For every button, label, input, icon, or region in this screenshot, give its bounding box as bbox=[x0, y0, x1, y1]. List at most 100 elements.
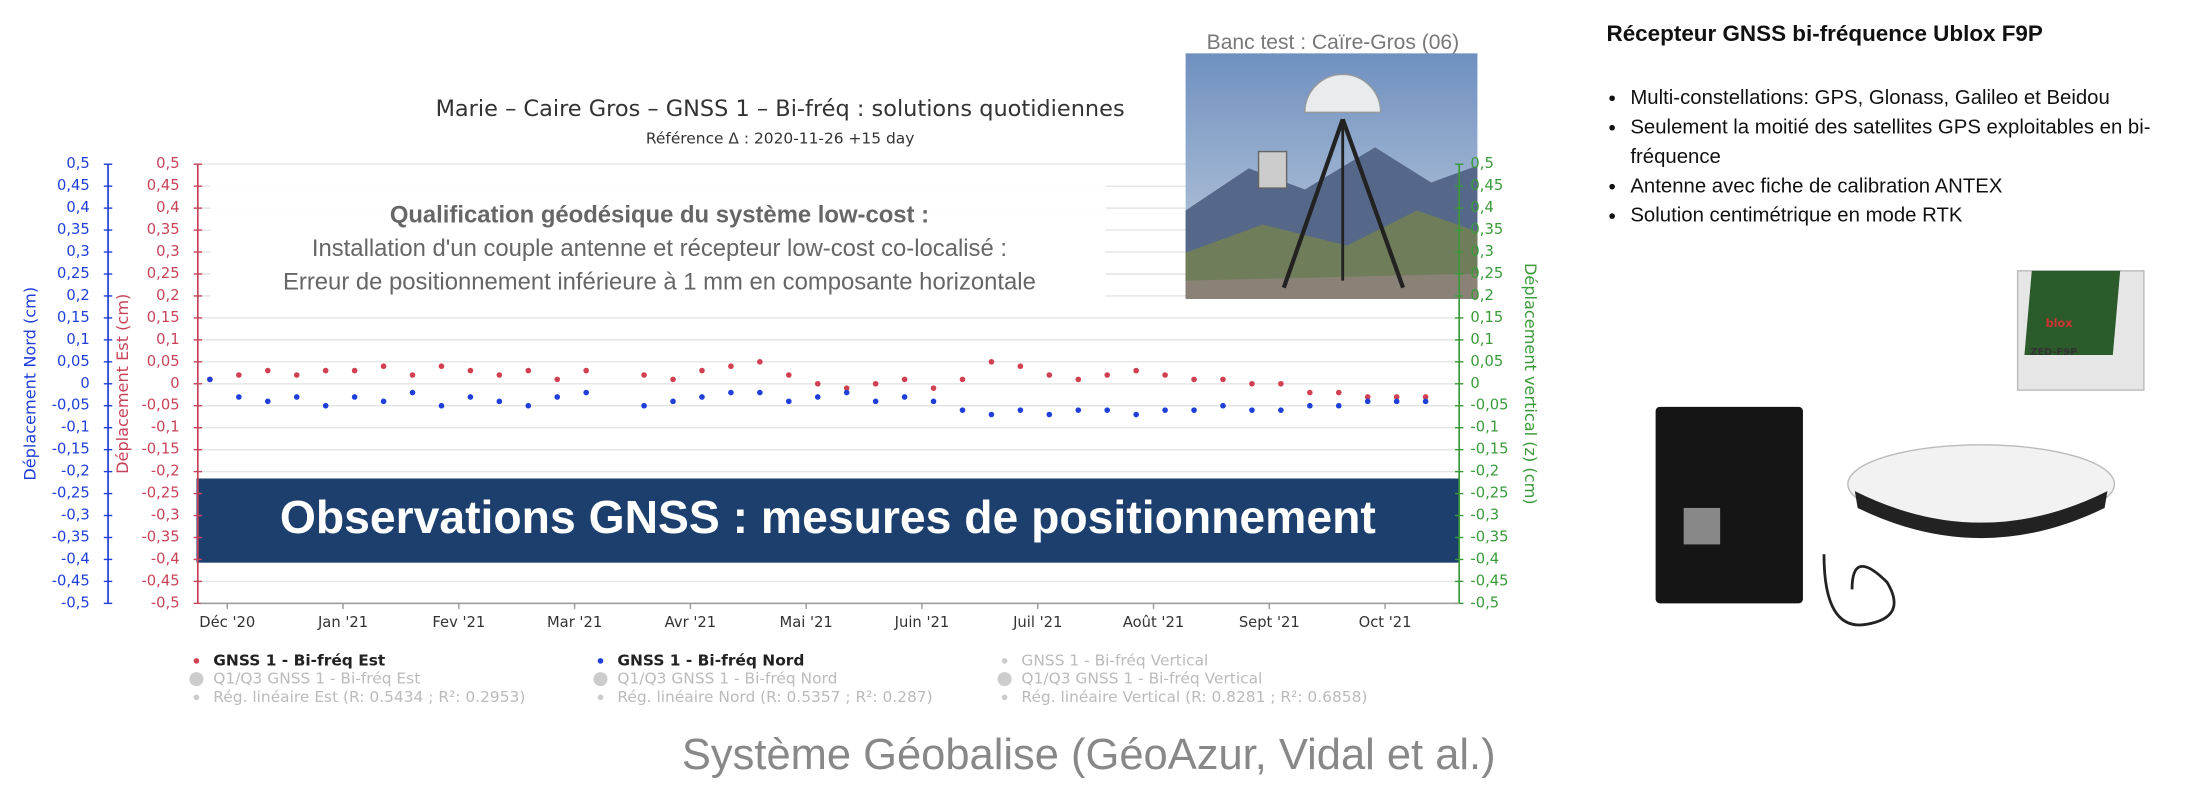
data-point bbox=[525, 403, 531, 409]
x-tick-label: Juin '21 bbox=[894, 614, 950, 631]
y-tick-label: -0,4 bbox=[61, 550, 90, 567]
y-tick-label: -0,05 bbox=[1470, 397, 1508, 414]
data-point bbox=[1133, 368, 1139, 374]
y-tick-label: 0,15 bbox=[147, 309, 180, 326]
data-point bbox=[352, 394, 358, 400]
data-point bbox=[1365, 399, 1371, 405]
y-tick-label: -0,35 bbox=[52, 528, 90, 545]
y-tick-label: 0,35 bbox=[147, 221, 180, 238]
legend-marker bbox=[598, 695, 604, 701]
data-point bbox=[960, 377, 966, 383]
data-point bbox=[410, 390, 416, 396]
annotation-line: Installation d'un couple antenne et réce… bbox=[312, 235, 1007, 262]
data-point bbox=[1047, 412, 1053, 418]
data-point bbox=[294, 394, 300, 400]
legend-label: Q1/Q3 GNSS 1 - Bi-fréq Est bbox=[213, 670, 420, 688]
y-tick-label: -0,25 bbox=[141, 485, 179, 502]
data-point bbox=[236, 372, 242, 378]
legend-label: GNSS 1 - Bi-fréq Est bbox=[213, 651, 386, 669]
y-tick-label: -0,1 bbox=[1470, 419, 1499, 436]
data-point bbox=[554, 377, 560, 383]
data-point bbox=[1075, 377, 1081, 383]
y-tick-label: 0,45 bbox=[1470, 177, 1503, 194]
data-point bbox=[1162, 372, 1168, 378]
photo bbox=[1186, 53, 1478, 299]
chip-brand: blox bbox=[2046, 317, 2074, 330]
data-point bbox=[844, 390, 850, 396]
data-point bbox=[931, 385, 937, 391]
y-tick-label: 0,1 bbox=[1470, 331, 1493, 348]
data-point bbox=[728, 363, 734, 369]
y-tick-label: -0,3 bbox=[151, 507, 180, 524]
data-point bbox=[1133, 412, 1139, 418]
x-tick-label: Août '21 bbox=[1123, 614, 1184, 631]
y-tick-label: 0 bbox=[170, 375, 179, 392]
data-point bbox=[1075, 407, 1081, 413]
y-tick-label: 0,25 bbox=[57, 265, 90, 282]
data-point bbox=[873, 381, 879, 387]
bullet-box: Multi-constellations: GPS, Glonass, Gali… bbox=[1599, 84, 2200, 252]
data-point bbox=[1018, 363, 1024, 369]
y-axis-title: Déplacement Nord (cm) bbox=[20, 287, 39, 481]
x-tick-label: Déc '20 bbox=[199, 614, 255, 631]
x-tick-label: Fev '21 bbox=[432, 614, 485, 631]
x-tick-label: Mar '21 bbox=[547, 614, 602, 631]
data-point bbox=[207, 377, 213, 383]
legend-marker bbox=[1002, 658, 1008, 664]
data-point bbox=[1307, 390, 1313, 396]
data-point bbox=[641, 372, 647, 378]
y-tick-label: -0,35 bbox=[141, 528, 179, 545]
y-tick-label: 0,5 bbox=[156, 155, 179, 172]
annotation-line: Qualification géodésique du système low-… bbox=[390, 201, 929, 228]
y-tick-label: 0,5 bbox=[66, 155, 89, 172]
data-point bbox=[410, 372, 416, 378]
data-point bbox=[497, 399, 503, 405]
data-point bbox=[1220, 403, 1226, 409]
x-tick-label: Mai '21 bbox=[780, 614, 833, 631]
legend-marker bbox=[598, 658, 604, 664]
data-point bbox=[497, 372, 503, 378]
side-title: Récepteur GNSS bi-fréquence Ublox F9P bbox=[1607, 21, 2043, 46]
y-tick-label: 0,25 bbox=[1470, 265, 1503, 282]
data-point bbox=[786, 372, 792, 378]
data-point bbox=[352, 368, 358, 374]
y-tick-label: 0,4 bbox=[66, 199, 89, 216]
y-tick-label: -0,35 bbox=[1470, 528, 1508, 545]
y-tick-label: -0,25 bbox=[1470, 485, 1508, 502]
data-point bbox=[786, 399, 792, 405]
y-tick-label: -0,45 bbox=[52, 572, 90, 589]
data-point bbox=[294, 372, 300, 378]
data-point bbox=[699, 368, 705, 374]
y-tick-label: -0,5 bbox=[151, 594, 180, 611]
y-tick-label: -0,3 bbox=[1470, 507, 1499, 524]
chart-subtitle: Référence Δ : 2020-11-26 +15 day bbox=[646, 129, 914, 147]
y-tick-label: -0,2 bbox=[1470, 463, 1499, 480]
data-point bbox=[265, 368, 271, 374]
data-point bbox=[583, 390, 589, 396]
data-point bbox=[873, 399, 879, 405]
legend-label: Rég. linéaire Est (R: 0.5434 ; R²: 0.295… bbox=[213, 688, 525, 706]
data-point bbox=[381, 399, 387, 405]
y-tick-label: -0,1 bbox=[151, 419, 180, 436]
data-point bbox=[1191, 407, 1197, 413]
data-point bbox=[989, 359, 995, 365]
data-point bbox=[1104, 407, 1110, 413]
y-tick-label: 0,25 bbox=[147, 265, 180, 282]
y-tick-label: -0,4 bbox=[1470, 550, 1499, 567]
x-tick-label: Oct '21 bbox=[1359, 614, 1412, 631]
banner: Observations GNSS : mesures de positionn… bbox=[280, 491, 1376, 543]
y-tick-label: -0,45 bbox=[1470, 572, 1508, 589]
data-point bbox=[439, 363, 445, 369]
data-point bbox=[815, 381, 821, 387]
y-axis-title: Déplacement Est (cm) bbox=[113, 294, 132, 474]
y-tick-label: -0,15 bbox=[1470, 441, 1508, 458]
y-tick-label: 0,4 bbox=[156, 199, 179, 216]
data-point bbox=[1278, 407, 1284, 413]
data-point bbox=[1336, 403, 1342, 409]
legend-marker bbox=[1002, 695, 1008, 701]
y-tick-label: -0,05 bbox=[141, 397, 179, 414]
data-point bbox=[1394, 399, 1400, 405]
x-tick-label: Sept '21 bbox=[1239, 614, 1300, 631]
y-tick-label: -0,15 bbox=[141, 441, 179, 458]
y-tick-label: 0,2 bbox=[66, 287, 89, 304]
